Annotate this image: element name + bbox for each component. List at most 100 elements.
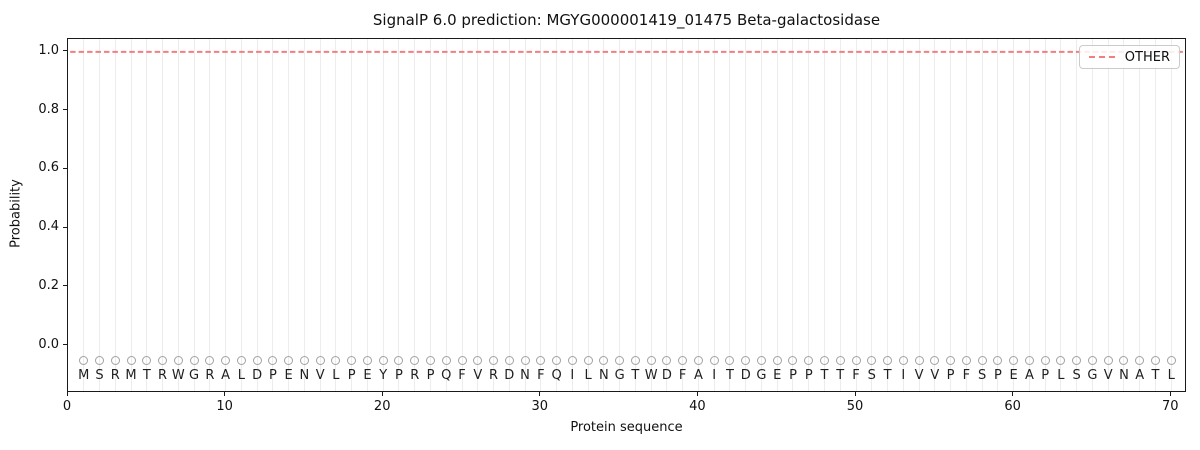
residue-letter: L xyxy=(237,367,245,383)
residue-letter: P xyxy=(789,367,797,383)
residue-letter: T xyxy=(820,367,829,383)
gridline xyxy=(477,39,479,391)
residue-marker xyxy=(189,356,199,366)
residue-marker xyxy=(173,356,183,366)
x-tick-label: 30 xyxy=(531,399,549,414)
gridline xyxy=(760,39,762,391)
gridline xyxy=(1060,39,1062,391)
gridline xyxy=(855,39,857,391)
residue-letter: V xyxy=(473,367,483,383)
residue-marker xyxy=(1072,356,1082,366)
gridline xyxy=(1139,39,1141,391)
y-tick-label: 0.0 xyxy=(38,336,59,352)
gridline xyxy=(1091,39,1093,391)
residue-letter: Y xyxy=(379,367,388,383)
residue-letter: S xyxy=(977,367,987,383)
gridline xyxy=(99,39,101,391)
residue-marker xyxy=(946,356,956,366)
residue-marker xyxy=(410,356,420,366)
residue-letter: E xyxy=(1009,367,1018,383)
residue-letter: A xyxy=(1135,367,1145,383)
gridline xyxy=(240,39,242,391)
residue-marker xyxy=(158,356,168,366)
residue-marker xyxy=(804,356,814,366)
residue-letter: P xyxy=(993,367,1002,383)
gridline xyxy=(918,39,920,391)
gridline xyxy=(934,39,936,391)
residue-letter: A xyxy=(221,367,231,383)
residue-marker xyxy=(1150,356,1160,366)
gridline xyxy=(950,39,952,391)
residue-letter: M xyxy=(125,367,137,383)
x-tick xyxy=(1169,392,1171,396)
residue-marker xyxy=(709,356,719,366)
residue-letter: T xyxy=(631,367,640,383)
residue-marker xyxy=(1087,356,1097,366)
gridline xyxy=(335,39,337,391)
residue-marker xyxy=(693,356,703,366)
residue-letter: S xyxy=(95,367,104,383)
gridline xyxy=(634,39,636,391)
residue-letter: T xyxy=(1151,367,1160,383)
x-tick-label: 50 xyxy=(846,399,864,414)
residue-marker xyxy=(646,356,656,366)
gridline xyxy=(493,39,495,391)
residue-marker xyxy=(252,356,262,366)
residue-marker xyxy=(362,356,372,366)
residue-marker xyxy=(110,356,120,366)
gridline xyxy=(1154,39,1156,391)
residue-letter: E xyxy=(773,367,782,383)
residue-marker xyxy=(930,356,940,366)
gridline xyxy=(319,39,321,391)
gridline xyxy=(524,39,526,391)
residue-marker xyxy=(867,356,877,366)
residue-letter: G xyxy=(756,367,767,383)
gridline xyxy=(697,39,699,391)
residue-letter: P xyxy=(804,367,813,383)
gridline xyxy=(209,39,211,391)
gridline xyxy=(177,39,179,391)
residue-letter: A xyxy=(693,367,703,383)
gridline xyxy=(429,39,431,391)
x-tick xyxy=(854,392,856,396)
residue-marker xyxy=(599,356,609,366)
gridline xyxy=(382,39,384,391)
residue-letter: L xyxy=(332,367,340,383)
residue-marker xyxy=(835,356,845,366)
residue-letter: V xyxy=(1103,367,1113,383)
gridline xyxy=(650,39,652,391)
residue-letter: L xyxy=(584,367,592,383)
residue-letter: T xyxy=(883,367,892,383)
residue-letter: R xyxy=(489,367,499,383)
x-tick xyxy=(224,392,226,396)
residue-marker xyxy=(788,356,798,366)
gridline xyxy=(792,39,794,391)
y-tick xyxy=(63,167,67,169)
gridline xyxy=(839,39,841,391)
gridline xyxy=(445,39,447,391)
residue-marker xyxy=(142,356,152,366)
x-axis-label: Protein sequence xyxy=(570,420,683,435)
residue-marker xyxy=(457,356,467,366)
residue-marker xyxy=(1103,356,1113,366)
gridline xyxy=(414,39,416,391)
residue-letter: S xyxy=(867,367,876,383)
residue-marker xyxy=(315,356,325,366)
residue-marker xyxy=(1119,356,1129,366)
residue-letter: S xyxy=(1072,367,1081,383)
residue-letter: E xyxy=(284,367,293,383)
residue-marker xyxy=(883,356,893,366)
gridline xyxy=(603,39,605,391)
residue-marker xyxy=(615,356,625,366)
residue-letter: P xyxy=(1041,367,1050,383)
series-line-layer xyxy=(70,50,1183,53)
gridline xyxy=(1076,39,1078,391)
residue-letter: I xyxy=(712,367,717,383)
gridline xyxy=(461,39,463,391)
gridline xyxy=(619,39,621,391)
residue-letter: F xyxy=(458,367,466,383)
x-tick-label: 20 xyxy=(373,399,391,414)
residue-letter: I xyxy=(901,367,906,383)
residue-marker xyxy=(552,356,562,366)
